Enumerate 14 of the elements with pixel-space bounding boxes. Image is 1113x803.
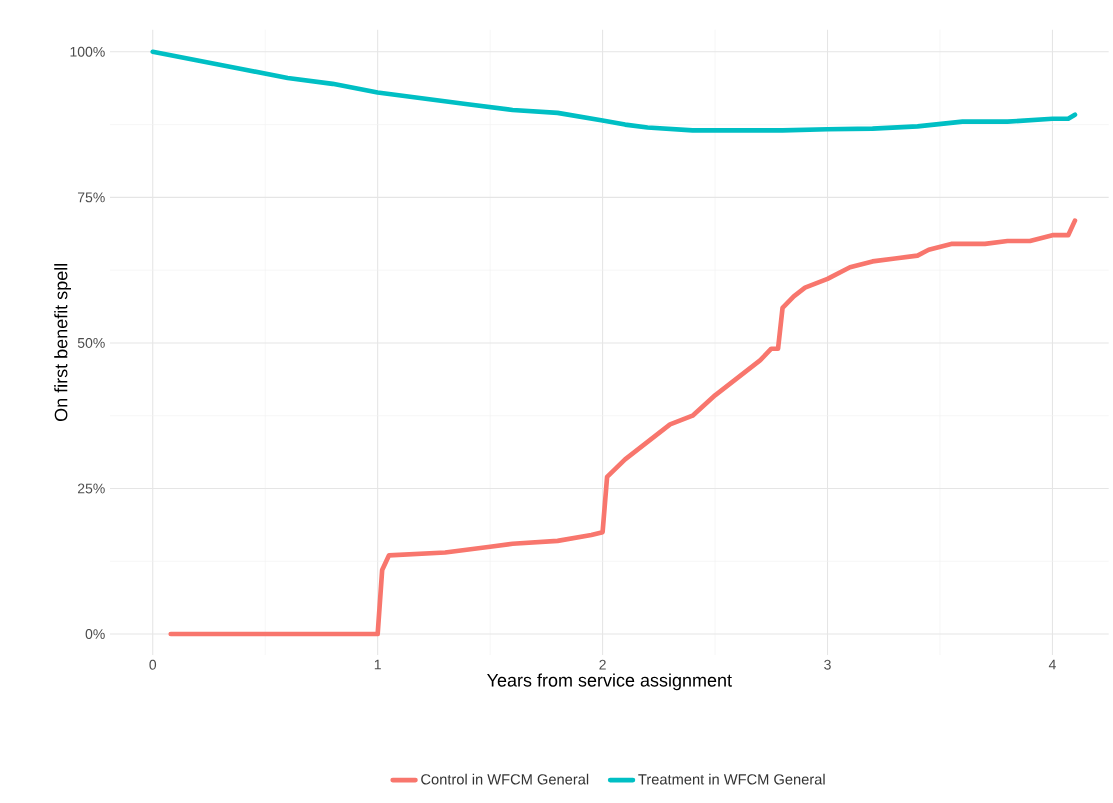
y-tick-label: 0% bbox=[85, 629, 105, 640]
legend-label: Control in WFCM General bbox=[421, 773, 589, 785]
x-tick-label: 1 bbox=[374, 659, 381, 670]
x-tick-label: 4 bbox=[1048, 659, 1056, 670]
y-tick-label: 75% bbox=[77, 192, 105, 203]
legend-label: Treatment in WFCM General bbox=[638, 773, 825, 785]
y-tick-label: 25% bbox=[77, 483, 105, 494]
x-tick-label: 0 bbox=[149, 659, 157, 670]
x-tick-label: 2 bbox=[599, 659, 606, 670]
y-axis-title: On first benefit spell bbox=[54, 264, 71, 422]
y-tick-label: 50% bbox=[77, 337, 105, 348]
x-axis-title: Years from service assignment bbox=[487, 673, 732, 691]
x-tick-label: 3 bbox=[824, 659, 831, 670]
y-tick-label: 100% bbox=[70, 46, 105, 57]
